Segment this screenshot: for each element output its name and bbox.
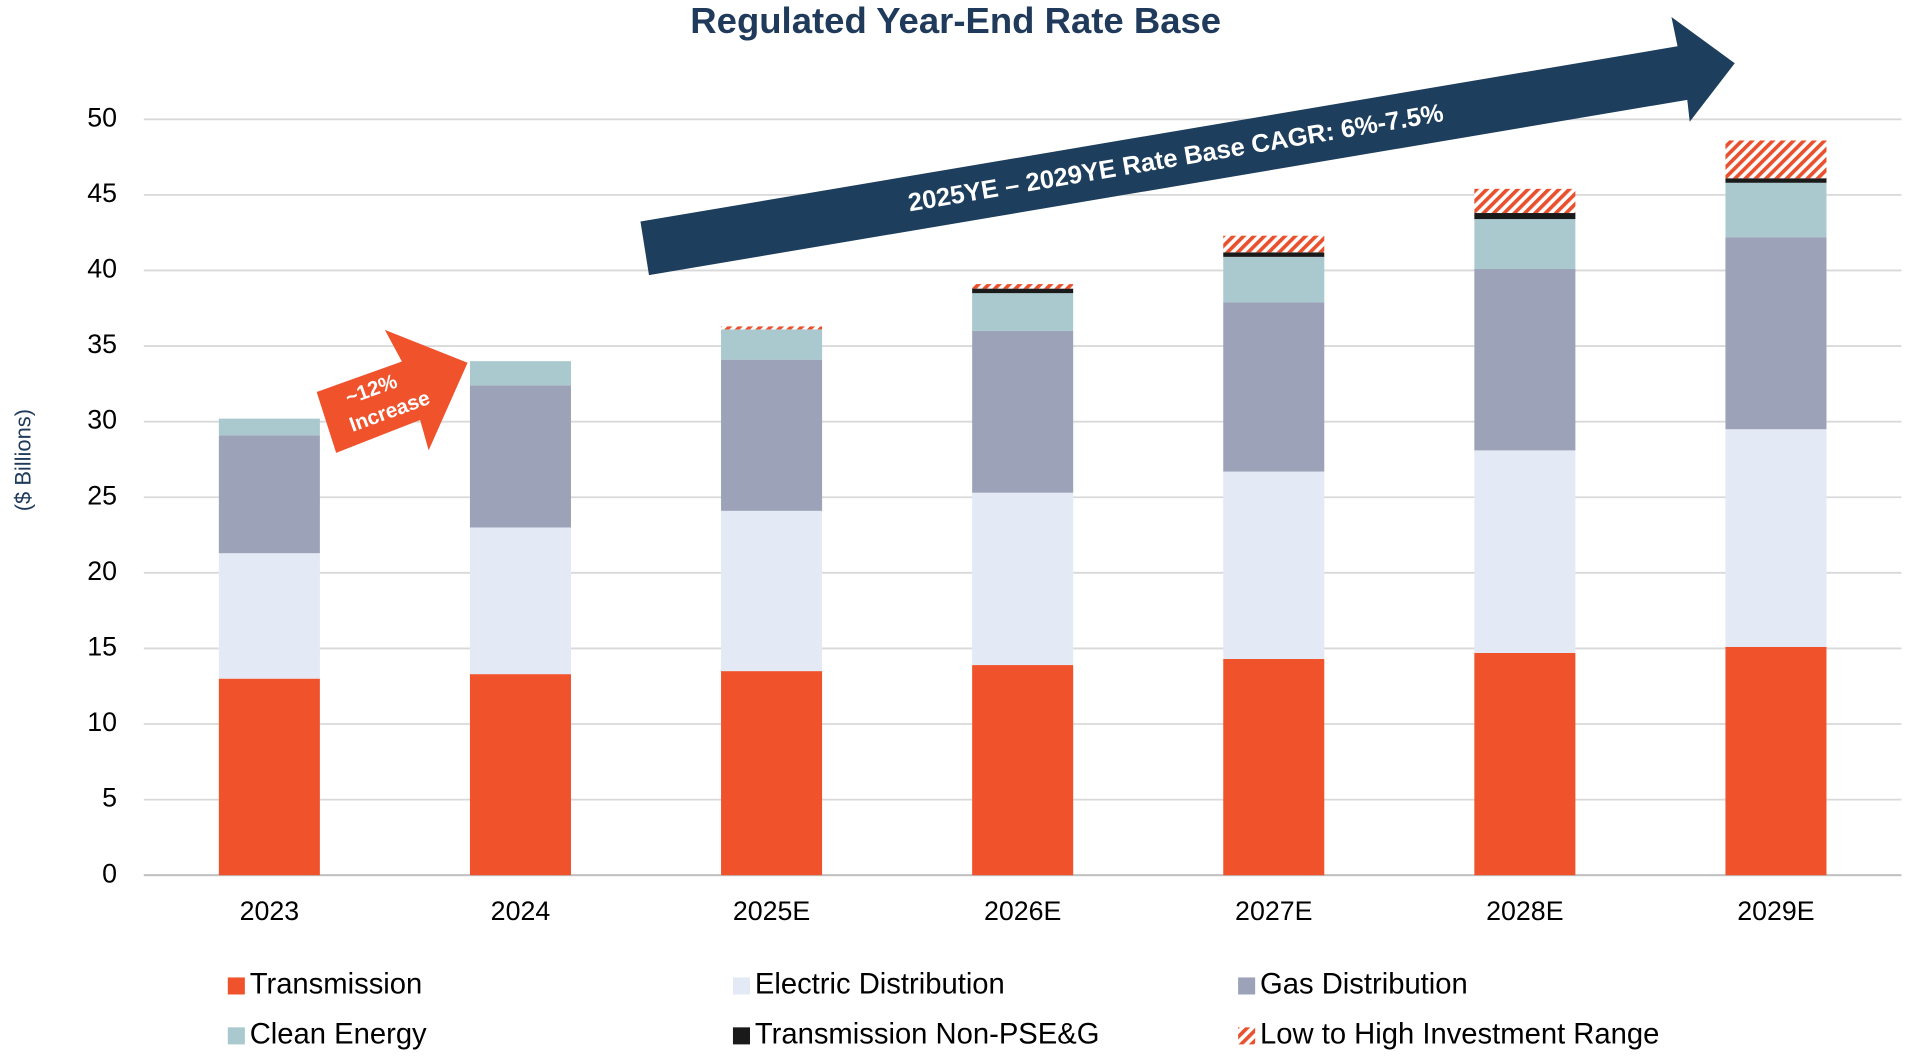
bar-segment: [972, 288, 1074, 294]
legend-swatch: [732, 977, 751, 995]
bar-segment: [721, 359, 823, 511]
legend-swatch: [1238, 977, 1256, 995]
x-tick-label: 2028E: [1486, 896, 1563, 926]
bar-segment: [721, 329, 823, 360]
bar-segment: [1474, 268, 1576, 451]
y-tick-label: 35: [87, 329, 117, 359]
bar-segment: [972, 492, 1074, 666]
bar-segment: [1474, 188, 1576, 214]
y-tick-label: 40: [87, 254, 117, 284]
bar-segment: [1474, 652, 1576, 876]
cagr-annotation: 2025YE – 2029YE Rate Base CAGR: 6%-7.5%: [906, 99, 1446, 217]
bar-segment: [469, 527, 571, 675]
chart-title: Regulated Year-End Rate Base: [690, 0, 1221, 41]
bar-segment: [218, 418, 320, 436]
y-tick-label: 25: [87, 480, 117, 510]
x-tick-label: 2023: [240, 896, 300, 926]
bar-segment: [1725, 646, 1827, 876]
bar-segment: [218, 553, 320, 679]
bar-segment: [721, 326, 823, 330]
bar-segment: [218, 678, 320, 876]
bar-segment: [972, 293, 1074, 331]
y-tick-label: 30: [87, 405, 117, 435]
bar-segment: [721, 510, 823, 672]
bar-segment: [469, 674, 571, 876]
x-tick-label: 2026E: [984, 896, 1061, 926]
bar-segment: [1223, 302, 1325, 472]
bar-segment: [972, 330, 1074, 493]
x-tick-label: 2024: [491, 896, 551, 926]
y-tick-label: 10: [87, 707, 117, 737]
legend: Transmission Electric Distribution Gas Dis…: [227, 969, 1659, 1051]
legend-label: Transmission Non-PSE&G: [755, 1019, 1100, 1051]
bar-segment: [972, 665, 1074, 876]
bar-segment: [721, 671, 823, 876]
bar-segment: [1474, 219, 1576, 269]
bar-segment: [469, 361, 571, 386]
increase-arrow: [316, 329, 468, 453]
legend-label: Low to High Investment Range: [1260, 1019, 1659, 1051]
legend-label: Clean Energy: [250, 1019, 427, 1051]
y-tick-label: 5: [102, 783, 117, 813]
cagr-arrow: [640, 17, 1735, 276]
legend-label: Transmission: [250, 969, 423, 1001]
bar-segment: [1223, 235, 1325, 253]
legend-swatch: [1238, 1027, 1256, 1045]
bar-segment: [218, 435, 320, 554]
bar-segment: [1474, 450, 1576, 653]
bar-segment: [1223, 256, 1325, 303]
y-tick-label: 0: [102, 858, 117, 888]
legend-swatch: [227, 1027, 245, 1045]
bars: 2023 2024 2025E 2026E 2027E 2028E 2029E: [218, 140, 1827, 926]
x-tick-label: 2029E: [1737, 896, 1814, 926]
x-tick-label: 2027E: [1235, 896, 1312, 926]
y-tick-label: 50: [87, 102, 117, 132]
x-tick-label: 2025E: [733, 896, 810, 926]
legend-label: Gas Distribution: [1260, 969, 1468, 1001]
bar-segment: [1725, 182, 1827, 238]
bar-segment: [1474, 213, 1576, 220]
bar-segment: [1725, 140, 1827, 179]
bar-segment: [1223, 252, 1325, 257]
legend-label: Electric Distribution: [755, 969, 1005, 1001]
legend-swatch: [227, 977, 245, 995]
y-tick-label: 15: [87, 632, 117, 662]
y-tick-label: 45: [87, 178, 117, 208]
y-axis-label: ($ Billions): [10, 409, 35, 511]
bar-segment: [1725, 178, 1827, 183]
bar-segment: [1223, 471, 1325, 660]
bar-segment: [469, 385, 571, 528]
bar-segment: [1223, 659, 1325, 876]
legend-swatch: [732, 1027, 751, 1045]
bar-segment: [1725, 429, 1827, 647]
bar-segment: [1725, 237, 1827, 430]
bar-segment: [972, 284, 1074, 289]
y-tick-label: 20: [87, 556, 117, 586]
